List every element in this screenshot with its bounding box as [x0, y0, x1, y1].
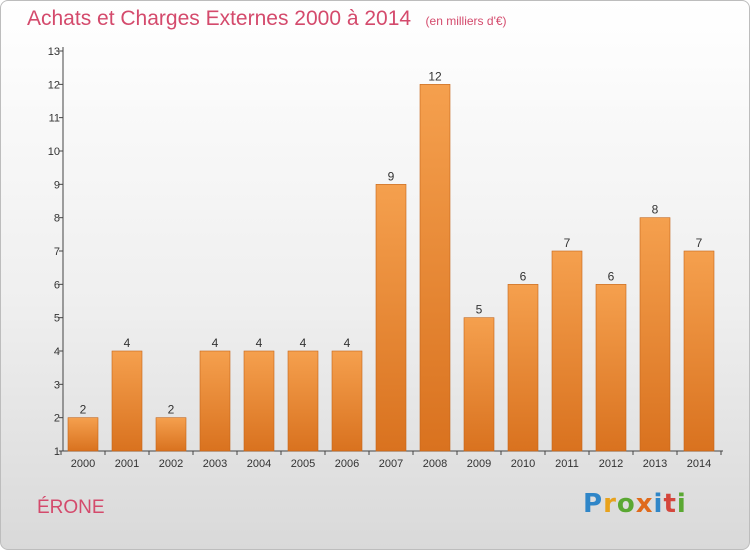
logo-letter: x [635, 489, 654, 519]
bar-value-label: 9 [388, 169, 395, 183]
bar [155, 417, 187, 452]
x-tick-label: 2013 [643, 458, 667, 470]
x-tick-label: 2000 [71, 458, 95, 470]
y-tick-label: 6 [54, 279, 60, 291]
logo-letter: i [653, 489, 664, 519]
logo-letter: o [616, 489, 636, 519]
x-tick-label: 2004 [247, 458, 271, 470]
chart-title: Achats et Charges Externes 2000 à 2014 [27, 7, 412, 30]
y-tick-label: 12 [48, 79, 60, 91]
bar [507, 284, 539, 452]
y-tick-label: 4 [54, 346, 60, 358]
bar [419, 84, 451, 452]
x-tick-label: 2008 [423, 458, 447, 470]
bar-value-label: 8 [652, 203, 659, 217]
bar-value-label: 2 [80, 403, 87, 417]
bar-value-label: 4 [212, 336, 219, 350]
y-tick-label: 1 [54, 446, 60, 458]
y-tick-label: 13 [48, 46, 60, 58]
bar [375, 184, 407, 452]
bar-value-label: 4 [124, 336, 131, 350]
x-tick-label: 2001 [115, 458, 139, 470]
y-tick-label: 3 [54, 379, 60, 391]
logo-letter: r [603, 489, 617, 519]
bar [67, 417, 99, 452]
logo-letter: P [583, 489, 604, 519]
bar-value-label: 6 [520, 269, 527, 283]
chart-header: Achats et Charges Externes 2000 à 2014 (… [27, 7, 507, 31]
bar [287, 350, 319, 452]
bar [595, 284, 627, 452]
y-tick-label: 9 [54, 179, 60, 191]
x-tick-label: 2014 [687, 458, 711, 470]
bar [463, 317, 495, 452]
y-tick-label: 8 [54, 213, 60, 225]
bar-value-label: 7 [564, 236, 571, 250]
x-tick-label: 2002 [159, 458, 183, 470]
chart-unit: (en milliers d'€) [425, 14, 507, 28]
x-tick-label: 2003 [203, 458, 227, 470]
x-tick-label: 2011 [555, 458, 579, 470]
bar-value-label: 7 [696, 236, 703, 250]
bar [331, 350, 363, 452]
x-tick-label: 2009 [467, 458, 491, 470]
bar [551, 250, 583, 452]
y-tick-label: 2 [54, 413, 60, 425]
place-name: ÉRONE [37, 497, 105, 518]
x-tick-label: 2010 [511, 458, 535, 470]
bar [199, 350, 231, 452]
bar-value-label: 2 [168, 403, 175, 417]
y-tick-label: 11 [49, 113, 60, 125]
bar-value-label: 12 [428, 69, 442, 83]
y-tick-label: 5 [54, 313, 60, 325]
bar [111, 350, 143, 452]
bar [243, 350, 275, 452]
y-tick-label: 7 [54, 246, 60, 258]
bar-value-label: 6 [608, 269, 615, 283]
bar [683, 250, 715, 452]
bar-value-label: 4 [300, 336, 307, 350]
x-tick-label: 2012 [599, 458, 623, 470]
x-tick-label: 2005 [291, 458, 315, 470]
bar-value-label: 5 [476, 303, 483, 317]
bars: 2 4 2 4 4 4 4 9 12 5 6 7 6 8 7 [67, 69, 715, 452]
x-tick-label: 2007 [379, 458, 403, 470]
x-tick-label: 2006 [335, 458, 359, 470]
proxiti-logo: Proxiti [583, 489, 687, 519]
logo-letter: t [663, 489, 677, 519]
logo-letter: i [676, 489, 687, 519]
y-tick-label: 10 [48, 146, 60, 158]
bar-value-label: 4 [344, 336, 351, 350]
bar [639, 217, 671, 452]
bar-value-label: 4 [256, 336, 263, 350]
